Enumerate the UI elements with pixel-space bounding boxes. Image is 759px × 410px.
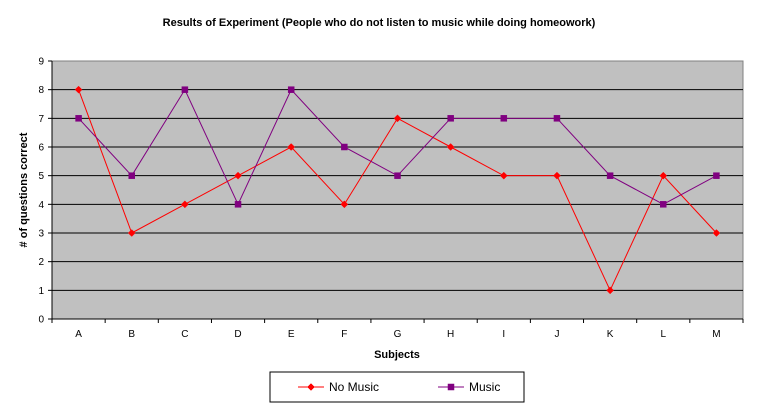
x-tick-label: D bbox=[234, 329, 241, 340]
series-music bbox=[75, 86, 720, 208]
x-tick-label: K bbox=[607, 329, 614, 340]
x-tick-label: E bbox=[288, 329, 295, 340]
data-point-no-music bbox=[553, 171, 561, 180]
data-point-no-music bbox=[234, 171, 242, 180]
legend-label: No Music bbox=[329, 380, 379, 394]
data-point-music bbox=[606, 172, 614, 179]
x-tick-label: A bbox=[75, 329, 82, 340]
data-point-music bbox=[181, 86, 189, 93]
y-tick-label: 6 bbox=[38, 143, 44, 154]
y-tick-label: 0 bbox=[38, 315, 44, 326]
data-point-music bbox=[341, 143, 348, 151]
x-tick-label: B bbox=[128, 329, 135, 340]
data-point-music bbox=[234, 201, 242, 208]
data-point-music bbox=[553, 115, 561, 122]
data-point-no-music bbox=[712, 229, 721, 237]
x-tick-label: F bbox=[341, 329, 347, 340]
y-tick-label: 3 bbox=[38, 229, 44, 240]
data-point-no-music bbox=[74, 85, 83, 94]
axes bbox=[51, 61, 743, 320]
legend-label: Music bbox=[469, 380, 500, 394]
y-axis-label: # of questions correct bbox=[18, 132, 30, 247]
y-tick-label: 8 bbox=[38, 85, 44, 96]
data-point-no-music bbox=[340, 200, 349, 209]
plot-area bbox=[51, 60, 744, 320]
y-tick-label: 4 bbox=[38, 200, 44, 211]
y-tick-label: 2 bbox=[38, 257, 44, 268]
data-point-no-music bbox=[393, 114, 402, 123]
data-point-music bbox=[75, 115, 82, 122]
data-point-music bbox=[500, 115, 508, 122]
data-point-no-music bbox=[499, 171, 508, 180]
data-point-no-music bbox=[659, 171, 668, 180]
y-tick-label: 1 bbox=[38, 286, 44, 297]
data-point-music bbox=[660, 201, 667, 208]
data-point-no-music bbox=[446, 143, 455, 151]
x-tick-label: L bbox=[660, 329, 666, 340]
x-tick-label: J bbox=[554, 329, 559, 340]
y-tick-label: 7 bbox=[38, 114, 44, 125]
y-tick-label: 9 bbox=[38, 57, 44, 68]
data-point-no-music bbox=[127, 229, 136, 237]
series-group bbox=[74, 85, 721, 295]
series-no-music bbox=[74, 85, 721, 295]
legend: No Music Music bbox=[269, 371, 525, 403]
data-point-music bbox=[128, 172, 135, 179]
legend-item-no-music: No Music bbox=[298, 380, 379, 394]
legend-swatch-marker bbox=[307, 383, 315, 391]
data-point-no-music bbox=[287, 143, 296, 151]
data-point-music bbox=[447, 115, 454, 122]
x-axis-label: Subjects bbox=[374, 349, 420, 361]
data-point-music bbox=[287, 86, 295, 93]
data-point-no-music bbox=[606, 286, 614, 295]
y-tick-label: 5 bbox=[38, 171, 44, 182]
legend-item-music: Music bbox=[438, 380, 500, 394]
data-point-no-music bbox=[181, 200, 189, 209]
legend-swatch-marker bbox=[447, 383, 455, 391]
x-tick-label: C bbox=[181, 329, 188, 340]
x-tick-label: I bbox=[502, 329, 505, 340]
x-tick-label: M bbox=[712, 329, 720, 340]
data-point-music bbox=[713, 172, 720, 179]
x-tick-label: G bbox=[394, 329, 402, 340]
data-point-music bbox=[394, 172, 401, 179]
x-tick-label: H bbox=[447, 329, 454, 340]
y-axis-ticks: 0 1 2 3 4 5 6 7 8 9 bbox=[38, 57, 52, 326]
x-axis-ticks: A B C D E F G H I J K L M bbox=[51, 319, 744, 340]
chart-title: Results of Experiment (People who do not… bbox=[163, 17, 596, 29]
